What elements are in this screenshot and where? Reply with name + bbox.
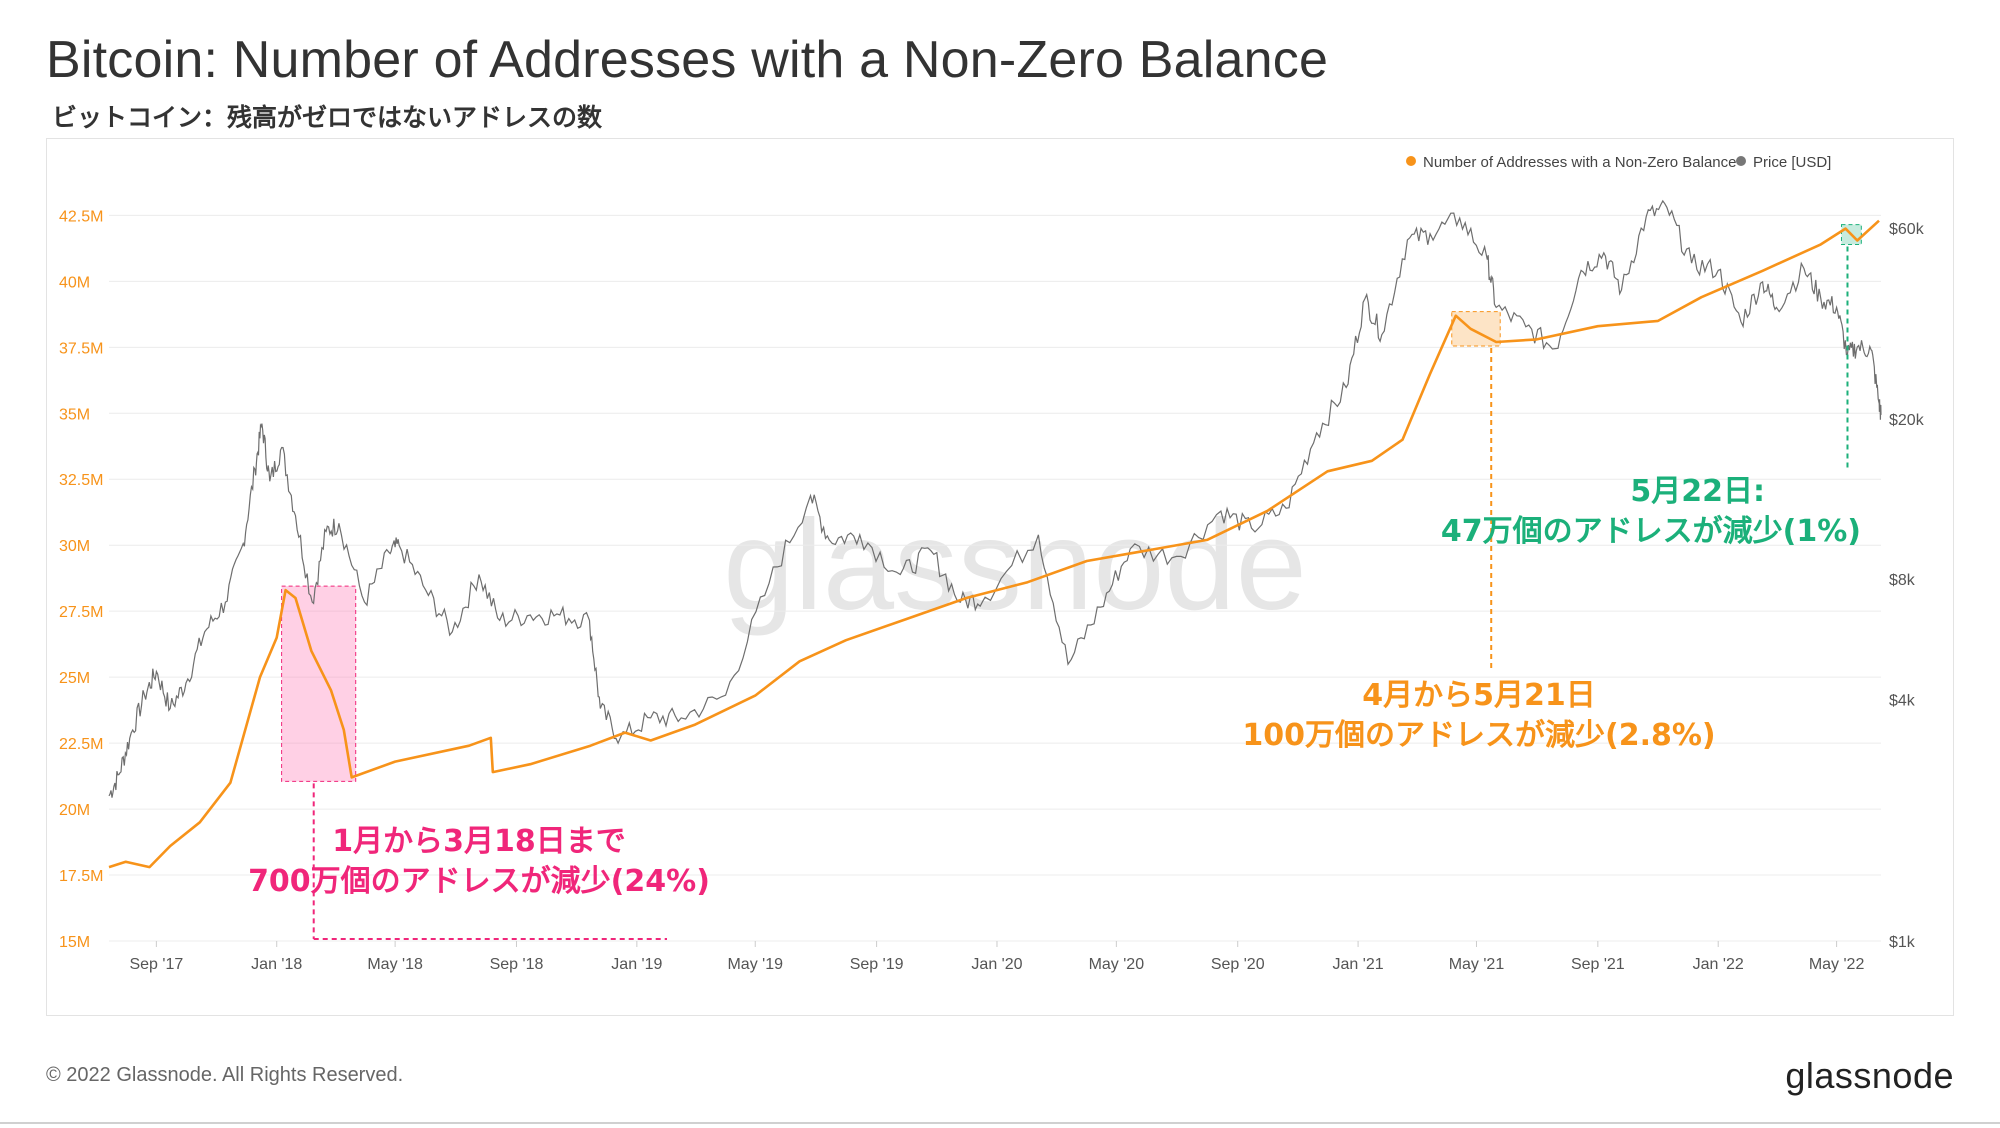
y-left-tick-label: 32.5M — [59, 472, 103, 489]
x-tick-label: Jan '19 — [611, 956, 662, 973]
y-left-tick-label: 42.5M — [59, 208, 103, 225]
legend-label-addresses: Number of Addresses with a Non-Zero Bala… — [1423, 154, 1736, 171]
x-tick-label: Sep '21 — [1571, 956, 1625, 973]
x-tick-label: May '21 — [1449, 956, 1505, 973]
page-title: Bitcoin: Number of Addresses with a Non-… — [46, 31, 1329, 89]
y-left-tick-label: 17.5M — [59, 868, 103, 885]
y-left-tick-label: 35M — [59, 406, 90, 423]
annotation-box — [281, 585, 357, 782]
price-line — [108, 199, 1882, 798]
page-subtitle: ビットコイン：残高がゼロではないアドレスの数 — [52, 103, 603, 132]
y-left-tick-label: 27.5M — [59, 604, 103, 621]
annotation-text: 4月から5月21日 — [1362, 678, 1596, 713]
watermark: glassnode — [723, 494, 1307, 637]
y-left-tick-label: 20M — [59, 802, 90, 819]
x-tick-label: Jan '21 — [1333, 956, 1384, 973]
chart-svg: glassnode 15M 17.5M 20M 22.5M 25M 27.5M 30M 32.5… — [59, 154, 1925, 973]
glassnode-logo: glassnode — [1785, 1055, 1954, 1096]
legend-dot-addresses — [1406, 156, 1416, 166]
y-right-tick-label: $4k — [1889, 693, 1916, 710]
x-tick-label: Sep '19 — [850, 956, 904, 973]
x-tick-label: Sep '20 — [1211, 956, 1265, 973]
y-left-tick-label: 25M — [59, 670, 90, 687]
chart-frame: glassnode 15M 17.5M 20M 22.5M 25M 27.5M 30M 32.5… — [46, 138, 1954, 1016]
x-tick-label: Jan '22 — [1693, 956, 1744, 973]
annotation-text: 47万個のアドレスが減少(1%) — [1441, 514, 1861, 549]
x-tick-label: May '18 — [367, 956, 423, 973]
y-right-tick-label: $60k — [1889, 221, 1925, 238]
y-left-tick-label: 40M — [59, 274, 90, 291]
x-tick-label: Jan '18 — [251, 956, 302, 973]
y-left-tick-label: 22.5M — [59, 736, 103, 753]
x-tick-label: May '19 — [727, 956, 783, 973]
y-left-tick-label: 15M — [59, 934, 90, 951]
x-tick-label: Jan '20 — [971, 956, 1022, 973]
annotation-text: 100万個のアドレスが減少(2.8%) — [1242, 718, 1715, 753]
addresses-line — [108, 219, 1880, 869]
y-left-tick-label: 37.5M — [59, 340, 103, 357]
y-right-tick-label: $20k — [1889, 412, 1925, 429]
y-right-tick-label: $8k — [1889, 572, 1916, 589]
annotation-text: 5月22日: — [1630, 474, 1765, 509]
legend-dot-price — [1736, 156, 1746, 166]
copyright-text: © 2022 Glassnode. All Rights Reserved. — [46, 1064, 404, 1086]
x-tick-label: Sep '18 — [490, 956, 544, 973]
x-tick-label: Sep '17 — [129, 956, 183, 973]
annotation-text: 700万個のアドレスが減少(24%) — [248, 864, 710, 899]
y-right-tick-label: $1k — [1889, 934, 1916, 951]
annotation-text: 1月から3月18日まで — [332, 824, 626, 859]
x-tick-label: May '20 — [1089, 956, 1145, 973]
y-left-tick-label: 30M — [59, 538, 90, 555]
annotation-box — [1451, 311, 1501, 347]
x-tick-label: May '22 — [1809, 956, 1865, 973]
bottom-divider — [0, 1122, 2000, 1124]
legend-label-price: Price [USD] — [1753, 154, 1831, 171]
